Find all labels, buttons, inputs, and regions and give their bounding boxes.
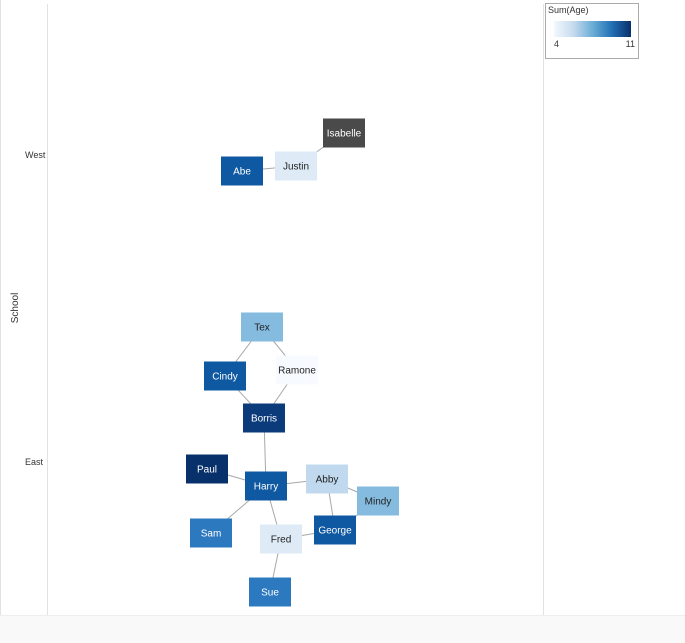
node-box-george	[314, 515, 356, 545]
node-abe[interactable]: Abe	[221, 156, 263, 186]
node-label-mindy: Mindy	[365, 497, 392, 508]
node-box-borris	[243, 403, 285, 433]
node-harry[interactable]: Harry	[245, 471, 287, 501]
node-label-sue: Sue	[261, 588, 279, 599]
node-box-fred	[260, 524, 302, 554]
node-fred[interactable]: Fred	[260, 524, 302, 554]
bottom-strip	[0, 615, 685, 643]
legend-gradient-bar	[554, 21, 631, 37]
y-axis-title: School	[10, 293, 21, 324]
node-paul[interactable]: Paul	[186, 454, 228, 484]
node-box-abe	[221, 156, 263, 186]
y-axis-ticks: West East	[25, 150, 46, 467]
node-mindy[interactable]: Mindy	[357, 486, 399, 516]
node-cindy[interactable]: Cindy	[204, 361, 246, 391]
node-tex[interactable]: Tex	[241, 312, 283, 342]
node-sue[interactable]: Sue	[249, 577, 291, 607]
node-label-cindy: Cindy	[212, 372, 238, 383]
node-label-harry: Harry	[254, 482, 278, 493]
node-label-borris: Borris	[251, 414, 277, 425]
node-label-george: George	[318, 526, 352, 537]
node-label-isabelle: Isabelle	[327, 129, 362, 140]
node-label-justin: Justin	[283, 162, 309, 173]
node-box-ramone	[276, 355, 318, 385]
node-box-sue	[249, 577, 291, 607]
node-box-abby	[306, 464, 348, 494]
node-label-sam: Sam	[201, 529, 222, 540]
node-sam[interactable]: Sam	[190, 518, 232, 548]
nodes-layer: Isabelle Justin Abe Tex Ramone Cindy Borris Pau…	[186, 118, 399, 607]
node-george[interactable]: George	[314, 515, 356, 545]
legend-title: Sum(Age)	[548, 5, 589, 15]
node-isabelle[interactable]: Isabelle	[323, 118, 365, 148]
node-label-tex: Tex	[254, 323, 270, 334]
node-box-harry	[245, 471, 287, 501]
node-box-cindy	[204, 361, 246, 391]
legend-min-label: 4	[554, 39, 559, 49]
node-label-fred: Fred	[271, 535, 292, 546]
node-box-isabelle	[323, 118, 365, 148]
node-ramone[interactable]: Ramone	[276, 355, 318, 385]
node-label-abe: Abe	[233, 167, 251, 178]
node-justin[interactable]: Justin	[275, 151, 317, 181]
node-borris[interactable]: Borris	[243, 403, 285, 433]
color-legend: Sum(Age) 4 11	[545, 3, 639, 59]
node-label-ramone: Ramone	[278, 366, 316, 377]
legend-max-label: 11	[626, 39, 635, 49]
node-label-abby: Abby	[316, 475, 339, 486]
node-label-paul: Paul	[197, 465, 217, 476]
node-box-justin	[275, 151, 317, 181]
node-box-tex	[241, 312, 283, 342]
y-tick-label-east: East	[25, 457, 44, 467]
node-box-sam	[190, 518, 232, 548]
node-box-paul	[186, 454, 228, 484]
node-abby[interactable]: Abby	[306, 464, 348, 494]
node-box-mindy	[357, 486, 399, 516]
y-tick-label-west: West	[25, 150, 46, 160]
